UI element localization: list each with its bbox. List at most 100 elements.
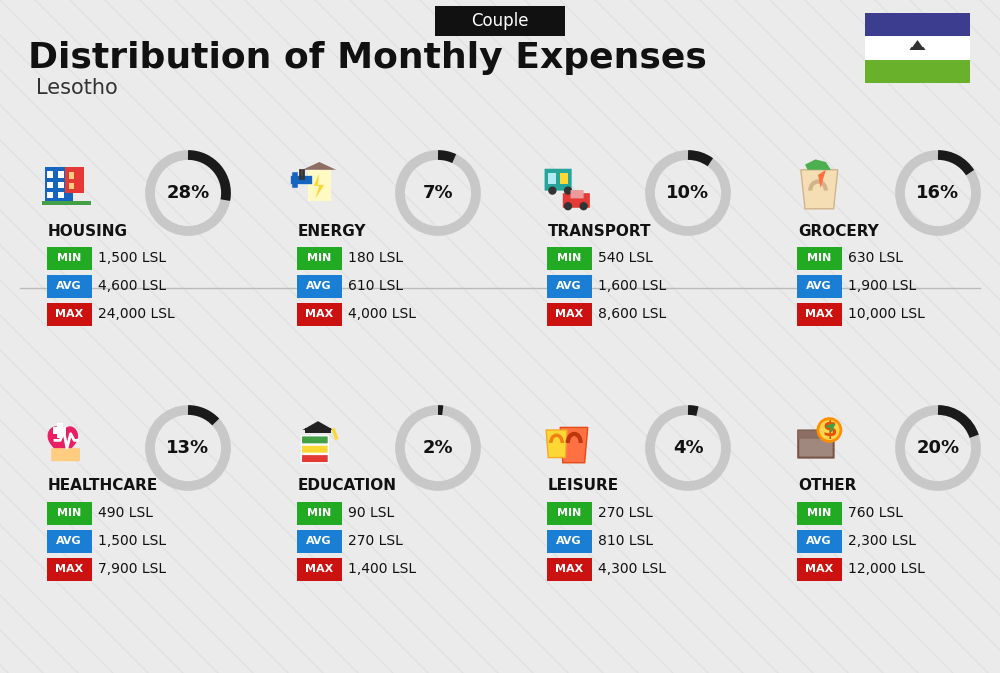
FancyBboxPatch shape — [46, 246, 92, 269]
FancyBboxPatch shape — [796, 530, 842, 553]
Circle shape — [564, 186, 572, 194]
FancyBboxPatch shape — [796, 246, 842, 269]
Bar — [57, 423, 63, 438]
FancyBboxPatch shape — [796, 302, 842, 326]
FancyBboxPatch shape — [301, 454, 328, 463]
Polygon shape — [314, 174, 324, 199]
FancyBboxPatch shape — [798, 431, 834, 439]
Text: MIN: MIN — [307, 253, 331, 263]
Text: EDUCATION: EDUCATION — [298, 479, 397, 493]
FancyBboxPatch shape — [301, 445, 328, 454]
Text: 90 LSL: 90 LSL — [348, 506, 394, 520]
Text: MAX: MAX — [55, 564, 83, 574]
FancyBboxPatch shape — [796, 501, 842, 524]
Bar — [45, 167, 73, 204]
Text: 760 LSL: 760 LSL — [848, 506, 903, 520]
Text: LEISURE: LEISURE — [548, 479, 619, 493]
Text: 28%: 28% — [166, 184, 210, 202]
Circle shape — [818, 419, 841, 441]
Bar — [42, 201, 91, 205]
Polygon shape — [912, 40, 922, 47]
Text: 2%: 2% — [423, 439, 453, 457]
Polygon shape — [801, 170, 838, 209]
Text: 2,300 LSL: 2,300 LSL — [848, 534, 916, 548]
Text: 4%: 4% — [673, 439, 703, 457]
Text: 10%: 10% — [666, 184, 710, 202]
Text: AVG: AVG — [306, 281, 332, 291]
Text: 4,600 LSL: 4,600 LSL — [98, 279, 166, 293]
Polygon shape — [805, 160, 831, 170]
Text: ENERGY: ENERGY — [298, 223, 366, 238]
FancyBboxPatch shape — [546, 275, 592, 297]
FancyBboxPatch shape — [546, 530, 592, 553]
Text: 4,000 LSL: 4,000 LSL — [348, 307, 416, 321]
Polygon shape — [546, 430, 567, 458]
Text: 540 LSL: 540 LSL — [598, 251, 653, 265]
Bar — [58, 182, 64, 188]
Bar — [308, 170, 331, 201]
Text: 1,500 LSL: 1,500 LSL — [98, 534, 166, 548]
Text: TRANSPORT: TRANSPORT — [548, 223, 652, 238]
Text: MIN: MIN — [57, 508, 81, 518]
Text: $: $ — [822, 420, 837, 440]
Text: 12,000 LSL: 12,000 LSL — [848, 562, 925, 576]
Circle shape — [564, 202, 572, 211]
Polygon shape — [302, 162, 336, 170]
Text: MIN: MIN — [557, 253, 581, 263]
Text: 7%: 7% — [423, 184, 453, 202]
FancyBboxPatch shape — [301, 435, 328, 444]
Text: 10,000 LSL: 10,000 LSL — [848, 307, 925, 321]
FancyBboxPatch shape — [435, 6, 565, 36]
Text: AVG: AVG — [556, 281, 582, 291]
FancyBboxPatch shape — [796, 275, 842, 297]
Bar — [305, 428, 331, 433]
Text: MAX: MAX — [55, 309, 83, 319]
Circle shape — [579, 202, 588, 211]
Text: OTHER: OTHER — [798, 479, 856, 493]
FancyBboxPatch shape — [46, 557, 92, 581]
Text: 20%: 20% — [916, 439, 960, 457]
FancyBboxPatch shape — [546, 501, 592, 524]
FancyBboxPatch shape — [51, 448, 80, 461]
FancyBboxPatch shape — [296, 501, 342, 524]
Bar — [548, 174, 556, 184]
Text: AVG: AVG — [306, 536, 332, 546]
Text: 1,400 LSL: 1,400 LSL — [348, 562, 416, 576]
Text: 270 LSL: 270 LSL — [348, 534, 403, 548]
Bar — [865, 60, 970, 83]
FancyBboxPatch shape — [46, 501, 92, 524]
Text: Lesotho: Lesotho — [36, 78, 118, 98]
FancyBboxPatch shape — [296, 530, 342, 553]
FancyBboxPatch shape — [46, 530, 92, 553]
Polygon shape — [48, 427, 77, 460]
Text: MAX: MAX — [305, 564, 333, 574]
Bar — [865, 36, 970, 60]
FancyBboxPatch shape — [798, 431, 834, 458]
Bar — [69, 183, 74, 189]
Text: MAX: MAX — [805, 564, 833, 574]
Text: 1,500 LSL: 1,500 LSL — [98, 251, 166, 265]
Text: 1,600 LSL: 1,600 LSL — [598, 279, 666, 293]
Circle shape — [548, 186, 557, 194]
FancyBboxPatch shape — [563, 193, 590, 208]
Text: 490 LSL: 490 LSL — [98, 506, 153, 520]
FancyBboxPatch shape — [796, 557, 842, 581]
Text: MIN: MIN — [807, 508, 831, 518]
Text: AVG: AVG — [806, 536, 832, 546]
Bar — [53, 427, 66, 433]
FancyBboxPatch shape — [46, 275, 92, 297]
FancyBboxPatch shape — [546, 557, 592, 581]
Text: MIN: MIN — [57, 253, 81, 263]
Text: MAX: MAX — [305, 309, 333, 319]
Text: 13%: 13% — [166, 439, 210, 457]
Text: 7,900 LSL: 7,900 LSL — [98, 562, 166, 576]
Polygon shape — [910, 47, 926, 50]
Polygon shape — [308, 170, 331, 201]
Text: MIN: MIN — [807, 253, 831, 263]
Text: AVG: AVG — [556, 536, 582, 546]
Bar — [865, 13, 970, 36]
FancyBboxPatch shape — [546, 246, 592, 269]
FancyBboxPatch shape — [546, 302, 592, 326]
Text: 1,900 LSL: 1,900 LSL — [848, 279, 916, 293]
Text: AVG: AVG — [56, 281, 82, 291]
